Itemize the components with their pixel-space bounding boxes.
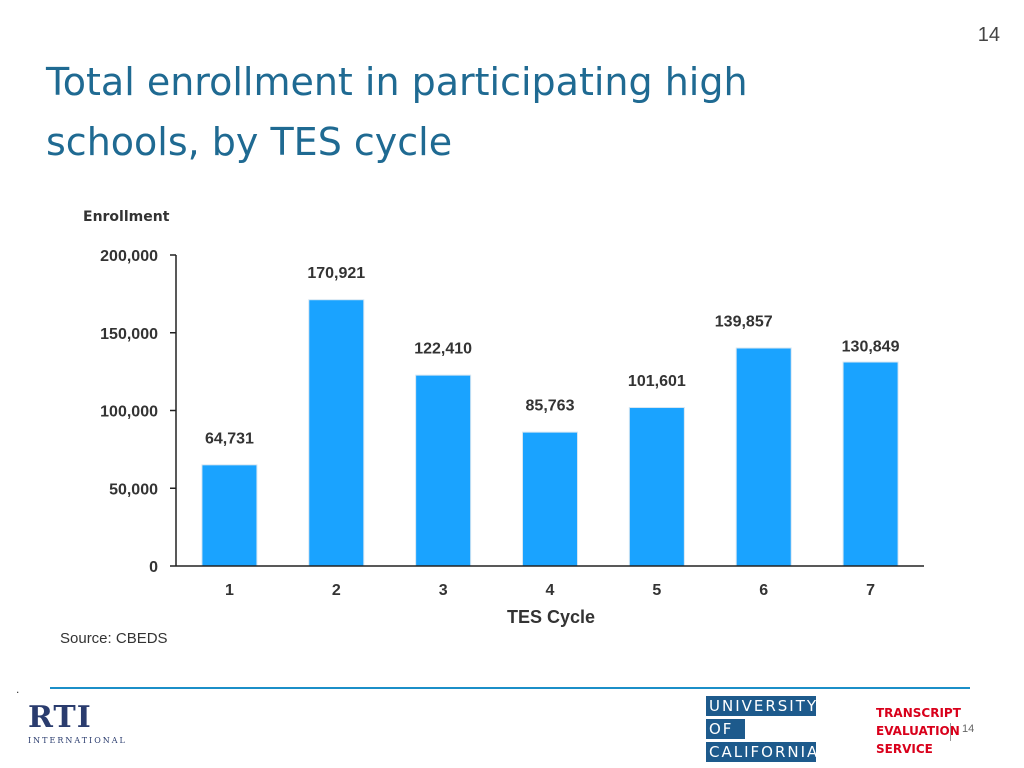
y-tick-label: 100,000 bbox=[100, 404, 158, 421]
tes-logo-line: SERVICE bbox=[876, 742, 933, 756]
bar bbox=[629, 408, 684, 566]
data-label: 139,857 bbox=[715, 314, 773, 331]
rti-logo: RTI INTERNATIONAL bbox=[28, 702, 128, 748]
y-axis-label: Enrollment bbox=[83, 209, 170, 225]
footer-dot: . bbox=[16, 682, 20, 696]
bar-chart: 0 50,000 100,000 150,000 200,000 1 2 3 4 5 6 7 64,… bbox=[83, 209, 924, 627]
uc-logo: UNIVERSITY OF CALIFORNIA bbox=[706, 696, 817, 765]
x-axis-label: TES Cycle bbox=[507, 607, 595, 627]
footer-rule bbox=[50, 687, 970, 689]
rti-logo-mark: RTI bbox=[28, 700, 92, 735]
y-tick-label: 50,000 bbox=[109, 481, 158, 498]
y-tick-label: 200,000 bbox=[100, 248, 158, 265]
bar bbox=[523, 432, 577, 566]
data-label: 130,849 bbox=[842, 339, 900, 356]
data-label: 170,921 bbox=[307, 265, 365, 282]
bar bbox=[202, 465, 257, 566]
bar bbox=[416, 375, 471, 566]
x-tick-label: 4 bbox=[546, 582, 555, 599]
x-tick-label: 2 bbox=[332, 582, 341, 599]
data-label: 101,601 bbox=[628, 373, 686, 390]
uc-logo-line: CALIFORNIA bbox=[706, 742, 817, 762]
bar bbox=[736, 348, 791, 566]
rti-logo-sub: INTERNATIONAL bbox=[28, 736, 127, 745]
y-axis: 0 50,000 100,000 150,000 200,000 bbox=[100, 248, 177, 576]
source-note: Source: CBEDS bbox=[60, 630, 168, 647]
x-tick-label: 7 bbox=[866, 582, 875, 599]
x-tick-label: 6 bbox=[759, 582, 768, 599]
footer-page-number: 14 bbox=[962, 723, 975, 735]
data-label: 122,410 bbox=[414, 341, 472, 358]
uc-logo-line: OF bbox=[706, 719, 745, 739]
bar bbox=[309, 300, 364, 566]
bar bbox=[843, 362, 898, 566]
data-label: 64,731 bbox=[205, 430, 254, 447]
uc-logo-line: UNIVERSITY bbox=[706, 696, 816, 716]
tes-logo: TRANSCRIPT EVALUATION SERVICE bbox=[876, 704, 961, 758]
tes-logo-line: EVALUATION bbox=[876, 724, 960, 738]
y-tick-label: 150,000 bbox=[100, 326, 158, 343]
y-tick-label: 0 bbox=[149, 559, 158, 576]
data-labels: 64,731 170,921 122,410 85,763 101,601 139,857… bbox=[205, 265, 900, 447]
page-title: Total enrollment in participating high s… bbox=[46, 60, 748, 164]
page-number: 14 bbox=[977, 24, 1000, 46]
x-tick-label: 3 bbox=[439, 582, 448, 599]
x-tick-label: 5 bbox=[652, 582, 661, 599]
data-label: 85,763 bbox=[526, 398, 575, 415]
footer-separator bbox=[950, 723, 951, 741]
x-axis: 1 2 3 4 5 6 7 bbox=[176, 565, 924, 599]
x-tick-label: 1 bbox=[225, 582, 234, 599]
bars-group bbox=[201, 299, 899, 566]
tes-logo-line: TRANSCRIPT bbox=[876, 706, 961, 720]
